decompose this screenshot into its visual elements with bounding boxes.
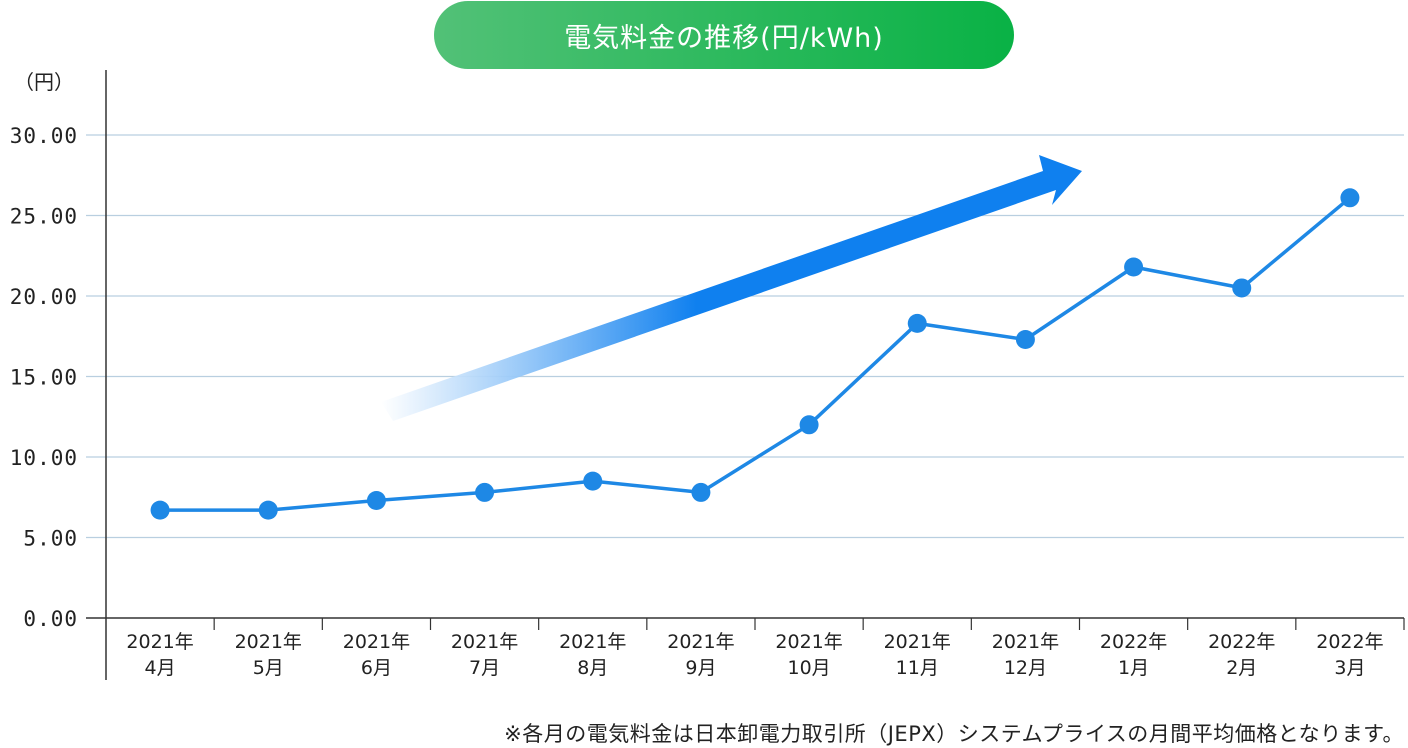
y-tick-label: 5.00 <box>23 527 78 551</box>
x-tick-label-year: 2021年 <box>559 631 626 653</box>
y-tick-label: 30.00 <box>10 124 78 148</box>
y-tick-label: 20.00 <box>10 285 78 309</box>
x-tick-label-month: 8月 <box>577 657 608 679</box>
x-tick-label-year: 2021年 <box>343 631 410 653</box>
y-tick-label: 15.00 <box>10 366 78 390</box>
x-tick-label-month: 9月 <box>685 657 716 679</box>
x-tick-label-year: 2021年 <box>775 631 842 653</box>
data-points <box>150 188 1360 520</box>
x-tick-label-month: 6月 <box>361 657 392 679</box>
data-point <box>150 500 170 520</box>
data-point <box>366 490 386 510</box>
x-tick-label-month: 7月 <box>469 657 500 679</box>
data-point <box>907 313 927 333</box>
chart-title: 電気料金の推移(円/kWh) <box>564 22 884 54</box>
x-tick-label-year: 2021年 <box>992 631 1059 653</box>
data-point <box>691 482 711 502</box>
data-point <box>1015 329 1035 349</box>
grid-lines <box>86 134 1404 539</box>
y-tick-label: 25.00 <box>10 205 78 229</box>
y-tick-label: 0.00 <box>23 607 78 631</box>
trend-arrow <box>381 155 1082 421</box>
series-line <box>160 196 1352 512</box>
x-tick-label-month: 1月 <box>1118 657 1149 679</box>
data-point <box>475 482 495 502</box>
y-tick-labels: 0.00 5.00 10.00 15.00 20.00 25.00 30.00 <box>10 124 78 631</box>
x-tick-label-month: 2月 <box>1226 657 1257 679</box>
chart-title-banner: 電気料金の推移(円/kWh) <box>434 1 1014 69</box>
x-tick-label-year: 2021年 <box>884 631 951 653</box>
x-tick-label-month: 3月 <box>1334 657 1365 679</box>
x-tick-label-year: 2021年 <box>235 631 302 653</box>
x-tick-label-month: 12月 <box>1004 657 1047 679</box>
x-tick-label-month: 5月 <box>253 657 284 679</box>
data-point <box>1232 278 1252 298</box>
data-point <box>258 500 278 520</box>
x-tick-label-year: 2021年 <box>667 631 734 653</box>
x-tick-label-year: 2021年 <box>126 631 193 653</box>
data-point <box>583 471 603 491</box>
x-tick-labels: 2021年 4月 2021年 5月 2021年 6月 2021年 7月 2021年 8月 2021年… <box>126 631 1383 679</box>
footnote: ※各月の電気料金は日本卸電力取引所（JEPX）システムプライスの月間平均価格とな… <box>504 722 1404 746</box>
x-tick-label-month: 4月 <box>145 657 176 679</box>
data-point <box>1340 188 1360 208</box>
data-point <box>1124 257 1144 277</box>
x-tick-label-month: 10月 <box>787 657 830 679</box>
series-line-layer <box>160 196 1352 512</box>
x-tick-label-year: 2022年 <box>1208 631 1275 653</box>
y-axis-unit-label: （円） <box>14 70 74 94</box>
data-point <box>799 415 819 435</box>
axes <box>86 70 1405 680</box>
x-tick-label-year: 2022年 <box>1316 631 1383 653</box>
trend-arrow-icon <box>381 155 1082 421</box>
x-tick-label-month: 11月 <box>896 657 939 679</box>
y-tick-label: 10.00 <box>10 446 78 470</box>
x-tick-label-year: 2021年 <box>451 631 518 653</box>
x-tick-label-year: 2022年 <box>1100 631 1167 653</box>
